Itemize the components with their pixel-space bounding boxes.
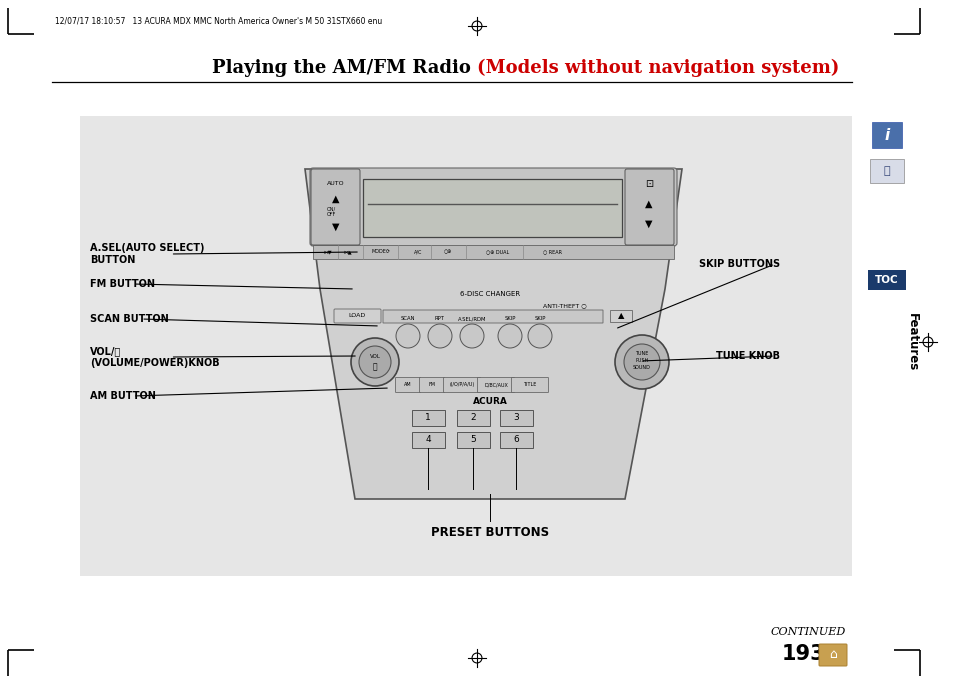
FancyBboxPatch shape xyxy=(311,169,359,245)
Text: ▼: ▼ xyxy=(332,222,339,232)
Text: SKIP: SKIP xyxy=(504,317,516,321)
Text: TUNE KNOB: TUNE KNOB xyxy=(716,351,780,361)
Circle shape xyxy=(428,324,452,348)
Text: TOC: TOC xyxy=(874,275,898,285)
Text: ON/
OFF: ON/ OFF xyxy=(326,207,335,218)
FancyBboxPatch shape xyxy=(624,169,673,245)
Text: RPT: RPT xyxy=(435,317,444,321)
Text: 3: 3 xyxy=(513,414,518,423)
Text: A.SEL/RDM: A.SEL/RDM xyxy=(457,317,486,321)
Text: 4: 4 xyxy=(425,436,431,445)
Circle shape xyxy=(527,324,552,348)
Text: 5: 5 xyxy=(470,436,476,445)
FancyBboxPatch shape xyxy=(499,410,533,426)
FancyBboxPatch shape xyxy=(313,245,673,259)
Text: 1: 1 xyxy=(425,414,431,423)
Text: SKIP: SKIP xyxy=(534,317,545,321)
FancyBboxPatch shape xyxy=(867,270,905,290)
Text: SKIP BUTTONS: SKIP BUTTONS xyxy=(699,259,780,269)
Text: Features: Features xyxy=(904,313,918,371)
Text: ▲: ▲ xyxy=(332,194,339,204)
Text: TITLE: TITLE xyxy=(523,382,537,388)
Text: LOAD: LOAD xyxy=(348,313,365,319)
Text: A/C: A/C xyxy=(414,250,422,254)
Text: ⏻: ⏻ xyxy=(373,363,377,371)
FancyBboxPatch shape xyxy=(363,179,621,237)
FancyBboxPatch shape xyxy=(609,310,631,322)
FancyBboxPatch shape xyxy=(395,378,420,393)
FancyBboxPatch shape xyxy=(412,432,444,448)
Text: PRESET BUTTONS: PRESET BUTTONS xyxy=(431,525,549,538)
FancyBboxPatch shape xyxy=(511,378,548,393)
Text: TUNE: TUNE xyxy=(635,352,648,356)
Text: ○⊕: ○⊕ xyxy=(443,250,452,254)
Text: ○⊕ DUAL: ○⊕ DUAL xyxy=(486,250,509,254)
Text: AUTO: AUTO xyxy=(327,181,344,187)
Circle shape xyxy=(623,344,659,380)
Circle shape xyxy=(395,324,419,348)
FancyBboxPatch shape xyxy=(456,432,490,448)
Text: SOUND: SOUND xyxy=(633,365,650,371)
Text: 6-DISC CHANGER: 6-DISC CHANGER xyxy=(459,291,519,297)
FancyBboxPatch shape xyxy=(382,310,602,323)
Text: AM BUTTON: AM BUTTON xyxy=(90,391,155,401)
FancyBboxPatch shape xyxy=(477,378,514,393)
FancyBboxPatch shape xyxy=(818,644,846,666)
FancyBboxPatch shape xyxy=(419,378,444,393)
Text: PUSH: PUSH xyxy=(635,358,648,363)
Text: VOL: VOL xyxy=(369,354,380,360)
FancyBboxPatch shape xyxy=(334,309,380,323)
Text: MODE⟳: MODE⟳ xyxy=(371,250,390,254)
Text: ⊡: ⊡ xyxy=(644,179,653,189)
Text: ACURA: ACURA xyxy=(472,397,507,406)
Text: ○ REAR: ○ REAR xyxy=(543,250,562,254)
Text: ⋈▼: ⋈▼ xyxy=(323,250,332,254)
Circle shape xyxy=(459,324,483,348)
Text: 🚗: 🚗 xyxy=(882,166,889,176)
Text: 2: 2 xyxy=(470,414,476,423)
Text: A.SEL(AUTO SELECT)
BUTTON: A.SEL(AUTO SELECT) BUTTON xyxy=(90,243,204,265)
FancyBboxPatch shape xyxy=(871,122,901,148)
Circle shape xyxy=(358,346,391,378)
Text: D/BC/AUX: D/BC/AUX xyxy=(483,382,507,388)
FancyBboxPatch shape xyxy=(869,159,903,183)
Text: 12/07/17 18:10:57   13 ACURA MDX MMC North America Owner's M 50 31STX660 enu: 12/07/17 18:10:57 13 ACURA MDX MMC North… xyxy=(55,16,382,25)
FancyBboxPatch shape xyxy=(412,410,444,426)
Circle shape xyxy=(497,324,521,348)
FancyBboxPatch shape xyxy=(80,116,851,576)
Text: 193: 193 xyxy=(781,644,825,664)
Text: VOL/ⓤ
(VOLUME/POWER)KNOB: VOL/ⓤ (VOLUME/POWER)KNOB xyxy=(90,346,219,368)
Text: CONTINUED: CONTINUED xyxy=(770,627,844,637)
Text: ▲: ▲ xyxy=(644,199,652,209)
Text: (Models without navigation system): (Models without navigation system) xyxy=(476,59,839,77)
Text: Playing the AM/FM Radio: Playing the AM/FM Radio xyxy=(212,59,476,77)
Polygon shape xyxy=(305,169,681,499)
Text: AM: AM xyxy=(404,382,412,388)
Text: SCAN BUTTON: SCAN BUTTON xyxy=(90,314,169,324)
Text: ⌂: ⌂ xyxy=(828,648,836,661)
Text: ▼: ▼ xyxy=(644,219,652,229)
Text: FM: FM xyxy=(428,382,435,388)
Circle shape xyxy=(351,338,398,386)
FancyBboxPatch shape xyxy=(310,168,677,246)
FancyBboxPatch shape xyxy=(443,378,480,393)
Text: SCAN: SCAN xyxy=(400,317,415,321)
Text: ⋈▲: ⋈▲ xyxy=(343,250,352,254)
FancyBboxPatch shape xyxy=(456,410,490,426)
Text: i: i xyxy=(883,127,889,142)
Text: ANTI-THEFT ○: ANTI-THEFT ○ xyxy=(542,304,586,308)
Text: (I/O/P/A/U): (I/O/P/A/U) xyxy=(449,382,475,388)
FancyBboxPatch shape xyxy=(499,432,533,448)
Circle shape xyxy=(615,335,668,389)
Text: 6: 6 xyxy=(513,436,518,445)
Text: ▲: ▲ xyxy=(618,311,623,321)
Text: FM BUTTON: FM BUTTON xyxy=(90,279,154,289)
